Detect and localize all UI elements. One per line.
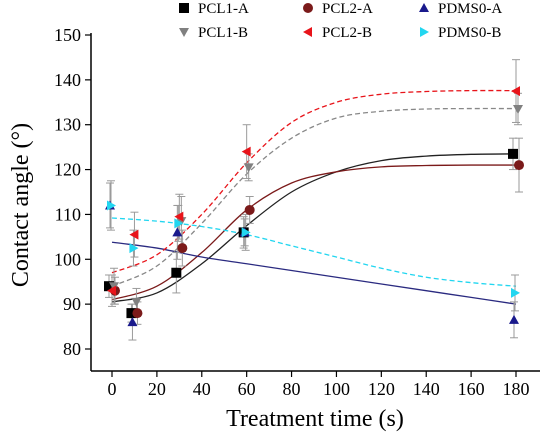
legend-label-pcl2-a: PCL2-A	[322, 1, 373, 17]
data-point-pdms0-b	[107, 200, 116, 211]
fit-curve-pcl1-a	[111, 153, 517, 303]
data-point-pdms0-a	[172, 227, 183, 237]
x-axis-ticks: 0 20 40 60 80 100 120 140 160 180	[108, 371, 530, 399]
x-tick-label: 60	[238, 379, 256, 399]
legend-label-pcl1-a: PCL1-A	[198, 1, 249, 17]
fit-curve-pcl2-a	[111, 164, 517, 301]
legend-marker-pdms0-a	[419, 3, 429, 12]
data-point-pcl2-a	[244, 204, 255, 215]
legend-marker-pcl2-a	[303, 3, 313, 13]
data-markers	[104, 86, 524, 327]
data-point-pcl2-b	[107, 285, 116, 296]
data-point-pcl2-a	[514, 160, 524, 171]
x-tick-label: 20	[148, 379, 166, 399]
x-tick-label: 40	[193, 379, 211, 399]
data-point-pdms0-b	[241, 227, 251, 238]
y-tick-label: 110	[55, 204, 81, 224]
data-point-pdms0-a	[509, 314, 519, 324]
legend-label-pdms0-a: PDMS0-A	[438, 1, 502, 17]
legend-marker-pdms0-b	[420, 27, 429, 37]
data-point-pcl2-b	[174, 211, 184, 222]
y-tick-label: 130	[54, 115, 81, 135]
data-point-pcl2-b	[129, 229, 139, 240]
data-point-pdms0-b	[511, 287, 520, 298]
fit-curve-pcl2-b	[111, 89, 517, 274]
data-point-pcl1-b	[176, 217, 187, 227]
x-tick-label: 100	[323, 379, 350, 399]
error-bars	[105, 59, 523, 341]
x-tick-label: 0	[108, 379, 117, 399]
data-point-pdms0-b	[174, 218, 184, 229]
x-tick-label: 160	[458, 379, 485, 399]
y-axis-title: Contact angle (°)	[8, 123, 34, 287]
x-axis-title: Treatment time (s)	[226, 406, 404, 432]
legend-marker-pcl1-b	[179, 28, 189, 37]
legend: PCL1-A PCL2-A PDMS0-A PCL1-B PCL2-B PDMS0-B	[179, 1, 502, 41]
data-point-pcl1-b	[109, 282, 119, 292]
data-point-pdms0-a	[127, 317, 138, 327]
y-tick-label: 100	[54, 249, 81, 269]
data-point-pcl2-a	[177, 243, 188, 254]
x-tick-label: 120	[368, 379, 395, 399]
data-point-pcl1-a	[126, 308, 137, 319]
legend-label-pdms0-b: PDMS0-B	[438, 25, 501, 41]
data-point-pcl1-a	[104, 281, 114, 292]
data-point-pcl1-a	[171, 267, 182, 278]
y-axis-ticks: 80 90 100 110 120 130 140 150	[54, 25, 91, 359]
data-point-pcl1-b	[131, 297, 142, 307]
data-point-pcl1-b	[243, 163, 254, 173]
fit-curve-pcl1-b	[111, 107, 517, 287]
x-tick-label: 140	[413, 379, 440, 399]
data-point-pdms0-b	[129, 243, 139, 254]
data-point-pcl2-b	[511, 86, 520, 97]
y-tick-label: 80	[63, 339, 81, 359]
legend-label-pcl1-b: PCL1-B	[198, 25, 248, 41]
y-tick-label: 90	[63, 294, 81, 314]
y-tick-label: 120	[54, 160, 81, 180]
x-tick-label: 180	[503, 379, 530, 399]
legend-marker-pcl1-a	[179, 3, 189, 13]
y-tick-label: 140	[54, 70, 81, 90]
y-tick-label: 150	[54, 25, 81, 45]
x-tick-label: 80	[283, 379, 301, 399]
legend-marker-pcl2-b	[303, 27, 312, 37]
data-point-pcl2-a	[132, 308, 143, 319]
data-point-pcl1-b	[513, 105, 523, 115]
data-point-pcl2-b	[241, 146, 251, 157]
legend-label-pcl2-b: PCL2-B	[322, 25, 372, 41]
data-point-pcl1-a	[508, 148, 518, 159]
